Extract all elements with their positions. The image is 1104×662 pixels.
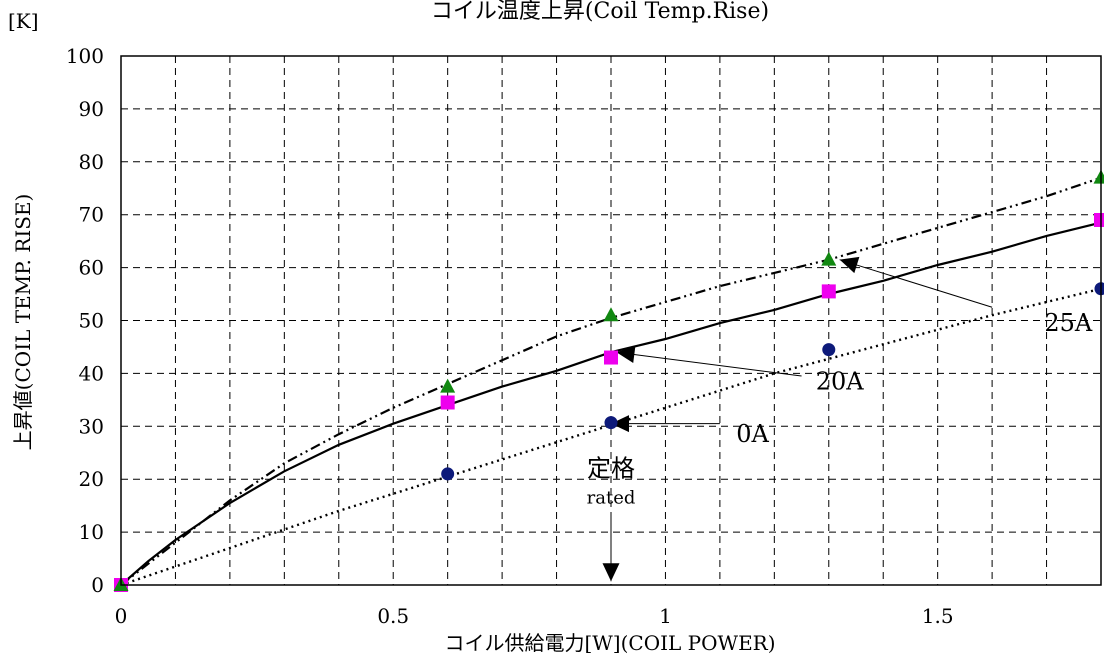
grid-lines [121, 56, 1101, 585]
annotation-arrow-20a [616, 351, 802, 377]
annotation-arrow-25a [839, 259, 993, 308]
y-axis-label: 上昇値(COIL TEMP. RISE) [11, 194, 35, 451]
y-unit-label: [K] [8, 9, 39, 33]
data-markers [113, 169, 1104, 592]
y-tick-label: 100 [66, 44, 104, 68]
point-20a [821, 284, 836, 299]
x-tick-label: 0 [115, 604, 128, 628]
point-0a [604, 416, 618, 430]
point-25a [603, 307, 619, 322]
annotation-label-25a: 25A [1044, 309, 1093, 337]
fit-line-25a [120, 176, 1102, 586]
point-25a [1093, 169, 1104, 184]
y-tick-label: 40 [79, 361, 104, 385]
y-tick-label: 80 [79, 150, 104, 174]
y-tick-label: 10 [79, 520, 104, 544]
x-axis-label: コイル供給電力[W](COIL POWER) [444, 631, 775, 655]
rated-arrowhead [602, 563, 620, 582]
chart-title: コイル温度上昇(Coil Temp.Rise) [431, 0, 769, 24]
annotation-arrowhead-20a [616, 346, 636, 363]
point-0a [822, 343, 836, 357]
y-tick-label: 0 [91, 573, 104, 597]
plot-frame [120, 55, 1102, 586]
fit-lines [120, 176, 1102, 587]
rated-label-en: rated [587, 488, 636, 509]
tick-labels: 0 10 20 30 40 50 60 70 80 90 100 0 0.5 1 1.5 [66, 44, 954, 628]
y-tick-label: 50 [79, 309, 104, 333]
point-20a [440, 395, 455, 410]
fit-line-20a [120, 221, 1102, 586]
annotations: 25A 20A 0A 定格 rated [587, 256, 1093, 582]
annotation-arrowhead-0a [611, 415, 629, 433]
point-20a [1094, 212, 1104, 227]
x-tick-label: 0.5 [377, 604, 409, 628]
point-20a [604, 350, 618, 365]
y-tick-label: 60 [79, 256, 104, 280]
rated-label-jp: 定格 [587, 455, 635, 483]
x-tick-label: 1 [659, 604, 672, 628]
y-tick-label: 30 [79, 414, 104, 438]
y-tick-label: 90 [79, 97, 104, 121]
y-tick-label: 20 [79, 467, 104, 491]
x-tick-label: 1.5 [922, 604, 954, 628]
point-25a [821, 251, 837, 266]
point-25a [440, 378, 456, 393]
y-tick-label: 70 [79, 203, 104, 227]
point-0a [441, 467, 455, 481]
annotation-arrowhead-25a [839, 256, 860, 274]
point-0a [1094, 282, 1104, 296]
annotation-label-20a: 20A [816, 367, 865, 395]
annotation-label-0a: 0A [736, 420, 769, 448]
